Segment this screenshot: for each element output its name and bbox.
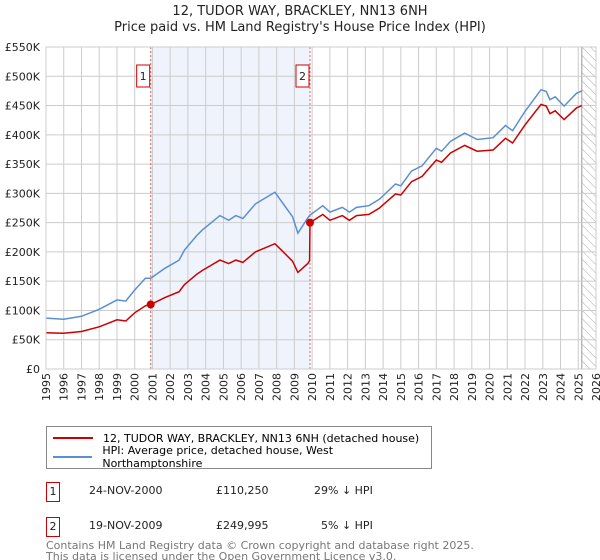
sale-label-box: [295, 64, 310, 88]
y-tick-label: £50K: [12, 334, 41, 347]
x-tick-label: 2022: [519, 373, 532, 401]
hpi-line: [45, 88, 583, 320]
transaction-diff: 29% ↓ HPI: [314, 484, 373, 497]
x-tick-label: 2014: [377, 373, 390, 401]
legend: 12, TUDOR WAY, BRACKLEY, NN13 6NH (detac…: [46, 426, 432, 470]
transaction-price: £110,250: [216, 484, 269, 497]
transaction-row: 1 24-NOV-2000 £110,250 29% ↓ HPI: [46, 482, 446, 502]
plot-border: [45, 46, 597, 370]
x-tick-label: 2001: [146, 373, 159, 401]
footer-licence: This data is licensed under the Open Gov…: [46, 550, 397, 560]
footer-copyright: Contains HM Land Registry data © Crown c…: [46, 539, 474, 552]
x-tick-label: 2005: [217, 373, 230, 401]
x-tick-label: 2020: [484, 373, 497, 401]
x-tick-label: 2008: [271, 373, 284, 401]
x-tick-label: 2011: [324, 373, 337, 401]
chart-title: 12, TUDOR WAY, BRACKLEY, NN13 6NH: [172, 4, 428, 19]
shaded-period: [150, 47, 310, 369]
x-tick-label: 2009: [288, 373, 301, 401]
x-tick-label: 2018: [448, 373, 461, 401]
y-tick-label: £300K: [5, 187, 41, 200]
legend-item-price: 12, TUDOR WAY, BRACKLEY, NN13 6NH (detac…: [53, 429, 419, 447]
transaction-row: 2 19-NOV-2009 £249,995 5% ↓ HPI: [46, 517, 446, 537]
legend-item-hpi: HPI: Average price, detached house, West…: [53, 444, 431, 470]
x-tick-label: 2024: [555, 373, 568, 401]
sale-label: 1: [140, 70, 147, 83]
sale-label: 2: [299, 70, 306, 83]
sale-point: [306, 218, 314, 227]
x-tick-label: 1995: [40, 373, 53, 401]
x-tick-label: 2015: [395, 373, 408, 401]
marker-badge: 2: [46, 517, 60, 537]
y-tick-label: £500K: [5, 70, 41, 83]
x-tick-label: 2006: [235, 373, 248, 401]
x-tick-label: 2026: [590, 373, 600, 401]
transaction-date: 19-NOV-2009: [89, 519, 163, 532]
sale-label-box: [136, 64, 151, 88]
x-tick-label: 2012: [342, 373, 355, 401]
x-tick-label: 2010: [306, 373, 319, 401]
x-tick-label: 2002: [164, 373, 177, 401]
plot-area: 1995 1996 1997 1998 1999 2000 2001 2002 2003 2004…: [5, 41, 600, 401]
x-tick-label: 2017: [430, 373, 443, 401]
y-tick-label: £100K: [5, 304, 41, 317]
forecast-hatch: [581, 47, 596, 369]
y-tick-label: £250K: [5, 217, 41, 230]
chart-subtitle: Price paid vs. HM Land Registry's House …: [114, 20, 486, 35]
y-tick-label: £450K: [5, 100, 41, 113]
transaction-diff: 5% ↓ HPI: [321, 519, 373, 532]
y-tick-label: £400K: [5, 129, 41, 142]
transaction-price: £249,995: [216, 519, 269, 532]
y-tick-label: £150K: [5, 275, 41, 288]
x-tick-label: 2013: [359, 373, 372, 401]
x-tick-label: 2021: [501, 373, 514, 401]
x-tick-label: 2025: [572, 373, 585, 401]
x-tick-label: 2007: [253, 373, 266, 401]
x-tick-label: 2004: [200, 373, 213, 401]
x-tick-label: 1999: [111, 373, 124, 401]
sale-point: [146, 300, 155, 309]
y-tick-label: £0: [26, 363, 40, 376]
y-tick-label: £200K: [5, 246, 41, 259]
y-tick-label: £550K: [5, 41, 41, 54]
x-tick-label: 1997: [75, 373, 88, 401]
legend-label: HPI: Average price, detached house, West…: [102, 444, 334, 470]
transaction-date: 24-NOV-2000: [89, 484, 163, 497]
legend-label: 12, TUDOR WAY, BRACKLEY, NN13 6NH (detac…: [103, 431, 420, 445]
y-tick-label: £350K: [5, 158, 41, 171]
x-tick-label: 1998: [93, 373, 106, 401]
x-tick-label: 2003: [182, 373, 195, 401]
red-line-swatch: [53, 437, 93, 439]
x-tick-label: 1996: [58, 373, 71, 401]
x-tick-label: 2019: [466, 373, 479, 401]
blue-line-swatch: [53, 456, 93, 458]
price-paid-line: [45, 103, 583, 335]
x-tick-label: 2023: [537, 373, 550, 401]
marker-badge: 1: [46, 482, 60, 502]
x-tick-label: 2000: [129, 373, 142, 401]
x-tick-label: 2016: [413, 373, 426, 401]
